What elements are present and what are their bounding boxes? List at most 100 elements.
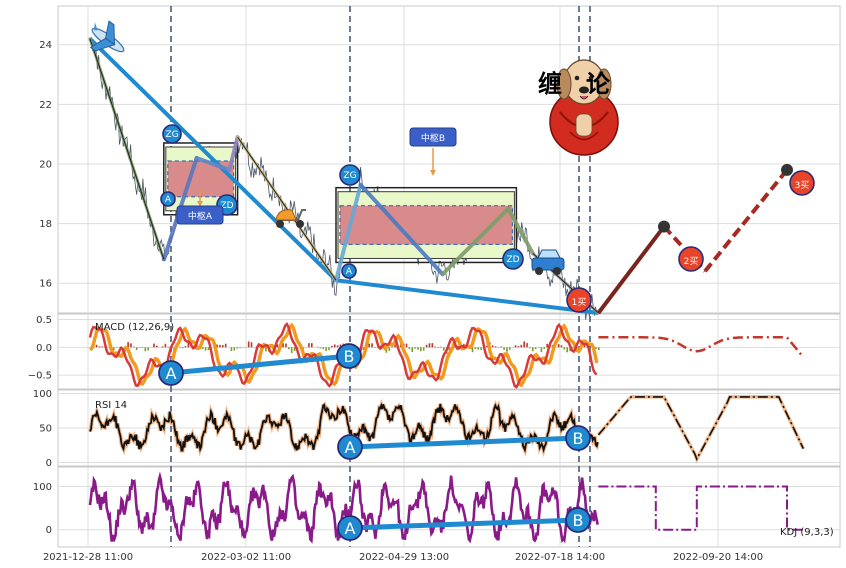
macd-bar (526, 343, 528, 348)
rsi-projection (597, 396, 805, 462)
price-y-tick-label: 22 (39, 100, 52, 111)
callout-arrowhead (430, 170, 436, 176)
price-marker-label: ZG (165, 130, 178, 140)
macd-bar (325, 347, 327, 352)
macd-bar (236, 347, 238, 349)
macd-divergence-line (170, 353, 350, 376)
macd-bar (443, 347, 445, 351)
macd-bar (529, 347, 531, 349)
macd-marker (336, 343, 362, 369)
macd-bar (531, 347, 534, 352)
price-marker-label: 3买 (795, 180, 810, 191)
price-y-tick-label: 24 (39, 40, 52, 51)
macd-bar (546, 343, 548, 348)
bi-segment-outline (237, 136, 337, 281)
macd-bar (250, 342, 253, 348)
macd-bar (164, 343, 167, 348)
macd-bar (500, 346, 503, 348)
macd-bar (282, 343, 284, 348)
macd-bar (224, 343, 227, 348)
macd-bar (517, 346, 520, 348)
macd-bar (133, 346, 135, 348)
macd-marker-label: B (344, 347, 355, 366)
macd-bar (572, 347, 574, 349)
price-marker-label: ZD (506, 255, 519, 265)
kdj-marker (337, 515, 363, 541)
price-marker-label: A (346, 267, 353, 277)
kdj-projection (598, 485, 804, 531)
macd-bar (388, 347, 391, 351)
macd-bar (408, 347, 411, 350)
macd-bar (514, 345, 517, 348)
macd-bar (371, 343, 373, 348)
macd-bar (153, 343, 155, 348)
macd-bar (577, 347, 580, 349)
scooter-icon (275, 209, 306, 228)
macd-bar (428, 343, 431, 348)
price-marker-label: 2买 (684, 256, 699, 267)
rsi-marker (565, 425, 591, 451)
macd-bar (491, 345, 494, 348)
rsi-y-tick-label: 100 (33, 389, 52, 400)
macd-bar (457, 345, 459, 348)
macd-bar (239, 347, 241, 349)
price-marker (566, 287, 592, 313)
price-y-tick-label: 20 (39, 159, 52, 170)
macd-bar (310, 343, 313, 348)
macd-bar (219, 344, 221, 348)
bi-segment-outline (89, 38, 165, 260)
bi-segment (334, 182, 363, 283)
bi-segment (440, 206, 511, 277)
macd-bar (374, 347, 376, 348)
macd-label: MACD (12,26,9) (95, 322, 174, 333)
bi-segment (194, 156, 232, 172)
price-y-tick-label: 16 (39, 279, 52, 290)
price-marker (502, 248, 524, 270)
macd-bar (184, 346, 187, 348)
zhongshu-core (339, 205, 513, 246)
macd-bar (216, 344, 218, 348)
price-marker (341, 263, 357, 279)
macd-bar (127, 342, 129, 348)
rsi-y-tick-label: 0 (46, 458, 52, 469)
price-marker (678, 246, 704, 272)
macd-bar (322, 347, 325, 350)
macd-bar (557, 344, 560, 348)
macd-bar (422, 347, 425, 351)
macd-bar (259, 346, 261, 348)
macd-y-tick-label: 0.0 (36, 343, 52, 354)
macd-bar (144, 347, 147, 352)
macd-bar (597, 347, 600, 351)
zhongshu-callout (176, 205, 224, 225)
kdj-marker (565, 507, 591, 533)
macd-bar (394, 344, 396, 348)
macd-bar (486, 345, 488, 348)
macd-bar (230, 347, 233, 351)
macd-bar (265, 347, 267, 352)
macd-y-tick-label: −0.5 (28, 371, 52, 382)
rsi-line (89, 402, 599, 454)
macd-bar (523, 341, 525, 348)
macd-bar (368, 343, 370, 348)
macd-bar (595, 347, 597, 349)
macd-bar (285, 343, 287, 348)
bi-segment (506, 206, 535, 256)
macd-bar (204, 347, 207, 351)
logo-text: 缠 论 (538, 70, 611, 98)
macd-bar (411, 347, 414, 352)
macd-bar (503, 347, 505, 350)
macd-bar (440, 346, 442, 348)
x-tick-label: 2022-03-02 11:00 (201, 552, 291, 563)
rsi-marker-label: A (345, 438, 356, 457)
macd-bar (112, 347, 115, 351)
kdj-divergence-line (349, 517, 579, 531)
macd-bar (138, 347, 141, 348)
kdj-y-tick-label: 0 (46, 525, 52, 536)
x-tick-label: 2021-12-28 11:00 (43, 552, 133, 563)
macd-marker-label: A (166, 364, 177, 383)
macd-bar (506, 347, 508, 352)
bi-segment (227, 135, 240, 172)
macd-bar (187, 341, 190, 348)
macd-bar (477, 347, 480, 350)
macd-bar (167, 346, 170, 348)
